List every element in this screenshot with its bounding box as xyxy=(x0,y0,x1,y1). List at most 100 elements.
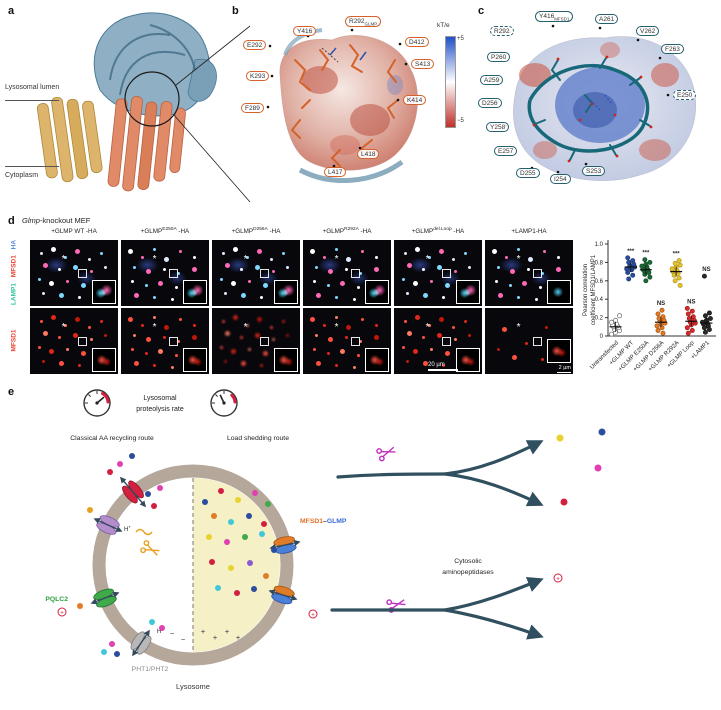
svg-text:NS: NS xyxy=(687,299,695,305)
residue-label-E292: E292 xyxy=(243,40,267,51)
flux-arrow xyxy=(132,629,150,657)
zoom-inset xyxy=(92,348,116,372)
fluorescence-speckles xyxy=(485,240,488,243)
cationic-aa-symbol-3: + xyxy=(553,573,563,583)
mfsd1-loop-sticks xyxy=(290,44,399,167)
residue-label-A261: A261 xyxy=(595,14,619,25)
column-header-glmp-d256a: +GLMPD256A -HA xyxy=(231,227,281,236)
panel-c-label: c xyxy=(478,5,485,17)
svg-text:0.4: 0.4 xyxy=(595,297,604,303)
micro-r292a-merge: * xyxy=(303,240,391,306)
column-header-glmp-r292a: +GLMPR292A -HA xyxy=(322,227,372,236)
panel-a-label: a xyxy=(8,5,15,17)
fluorescence-speckles xyxy=(30,308,33,311)
mfsd1-glmp-label: MFSD1–GLMP xyxy=(300,518,347,525)
micro-e250a-merge: * xyxy=(121,240,209,306)
electrostatic-colorbar xyxy=(445,36,456,128)
transfected-cell-marker: * xyxy=(516,321,521,333)
svg-text:+: + xyxy=(311,613,315,619)
svg-text:−: − xyxy=(181,637,185,644)
inset-roi-box xyxy=(78,337,88,347)
column-header-glmp-delloop: +GLMPdel.Loop -HA xyxy=(411,227,465,236)
svg-text:1.0: 1.0 xyxy=(595,242,604,248)
micro-lamp1-mfsd1: * 2 µm xyxy=(485,308,573,374)
residue-label-K293: K293 xyxy=(246,71,270,82)
gauge-title-line1: Lysosomal xyxy=(143,395,177,402)
zoom-inset xyxy=(183,348,207,372)
transf ected-cell-marker: * xyxy=(334,321,339,333)
panel-b-label: b xyxy=(232,5,239,17)
residue-label-D256: D256 xyxy=(478,98,502,109)
salt-bridge-dashes xyxy=(589,94,613,111)
fluorescence-speckles xyxy=(212,308,215,311)
kte-scale-title: kT/e xyxy=(437,22,450,29)
zoom-inset xyxy=(183,280,207,304)
electrostatic-surface-glmp xyxy=(266,28,418,183)
proton-label-1: H+ xyxy=(124,525,131,534)
column-header-glmp-wt: +GLMP WT -HA xyxy=(51,228,97,236)
fluorescence-speckles xyxy=(303,240,306,243)
residue-label-F263: F263 xyxy=(661,44,684,55)
inset-roi-box xyxy=(442,337,452,347)
glmp-luminal-loop xyxy=(527,63,650,153)
gauge-title-line2: proteolysis rate xyxy=(136,406,184,413)
fluorescence-speckles xyxy=(485,308,488,311)
cytosolic-protease-scissors-top xyxy=(376,446,396,462)
svg-text:+: + xyxy=(225,629,229,636)
residue-label-E250-dashed: E250 xyxy=(673,90,697,101)
zoom-inset xyxy=(365,280,389,304)
panel-d-title: Glmp-knockout MEF xyxy=(22,216,91,225)
zoom-inset xyxy=(547,280,571,304)
load-shedding-route-label: Load shedding route xyxy=(227,435,289,442)
svg-text:+: + xyxy=(213,635,217,642)
residue-label-A259: A259 xyxy=(480,75,504,86)
hydrogen-bond-dash xyxy=(321,47,339,63)
inset-roi-box xyxy=(169,337,179,347)
transfected-cell-marker: * xyxy=(425,321,430,333)
transfected-cell-marker: * xyxy=(152,321,157,333)
transfected-cell-marker: * xyxy=(516,253,521,265)
svg-text:0.8: 0.8 xyxy=(595,260,604,266)
glmp-helix-bundle xyxy=(36,96,103,183)
svg-text:−: − xyxy=(170,631,174,638)
svg-text:NS: NS xyxy=(702,267,710,273)
svg-text:coefficient MFSD1/LAMP1: coefficient MFSD1/LAMP1 xyxy=(591,254,597,325)
oxygen-dots xyxy=(532,55,653,163)
residue-label-E257: E257 xyxy=(494,146,518,157)
transfected-cell-marker: * xyxy=(61,321,66,333)
svg-text:0.2: 0.2 xyxy=(595,316,604,322)
zoom-inset xyxy=(365,348,389,372)
kte-scale-max: +5 xyxy=(457,36,464,42)
zoom-leader-bottom xyxy=(173,114,251,203)
protein-complex-overview xyxy=(36,12,251,203)
residue-label-S253: S253 xyxy=(582,166,606,177)
residue-label-Y258: Y258 xyxy=(486,122,510,133)
transfected-cell-marker: * xyxy=(425,253,430,265)
svg-text:NS: NS xyxy=(657,301,665,307)
aminopeptidase-arrows xyxy=(330,577,544,640)
inset-roi-box xyxy=(351,269,361,279)
fluorescence-speckles xyxy=(121,308,124,311)
svg-text:***: *** xyxy=(642,251,650,257)
micro-d256a-mfsd1: * xyxy=(212,308,300,374)
svg-text:+: + xyxy=(60,611,64,617)
svg-text:0: 0 xyxy=(600,334,604,340)
zoom-leader-top xyxy=(175,25,251,86)
cationic-aa-symbol-1: + xyxy=(57,607,67,617)
panel-e-label: e xyxy=(8,386,15,398)
amino-acid-dots xyxy=(77,428,606,657)
svg-text:0.6: 0.6 xyxy=(595,279,604,285)
svg-text:+: + xyxy=(556,577,560,583)
zoom-inset xyxy=(456,280,480,304)
lysosomal-lumen-label: Lysosomal lumen xyxy=(5,84,60,91)
transfected-cell-marker: * xyxy=(334,253,339,265)
proteolysis-gauge-low xyxy=(210,389,238,417)
luminal-protease-scissors xyxy=(140,540,160,556)
svg-text:+: + xyxy=(236,635,240,642)
membrane-line-top xyxy=(5,100,59,101)
flux-arrow xyxy=(268,589,298,601)
column-header-glmp-e250a: +GLMPE250A -HA xyxy=(140,227,190,236)
cytosolic-aminopeptidases-line1: Cytosolic xyxy=(454,558,482,565)
pqlc2-label: PQLC2 xyxy=(45,596,68,603)
zoom-circle xyxy=(124,71,180,127)
